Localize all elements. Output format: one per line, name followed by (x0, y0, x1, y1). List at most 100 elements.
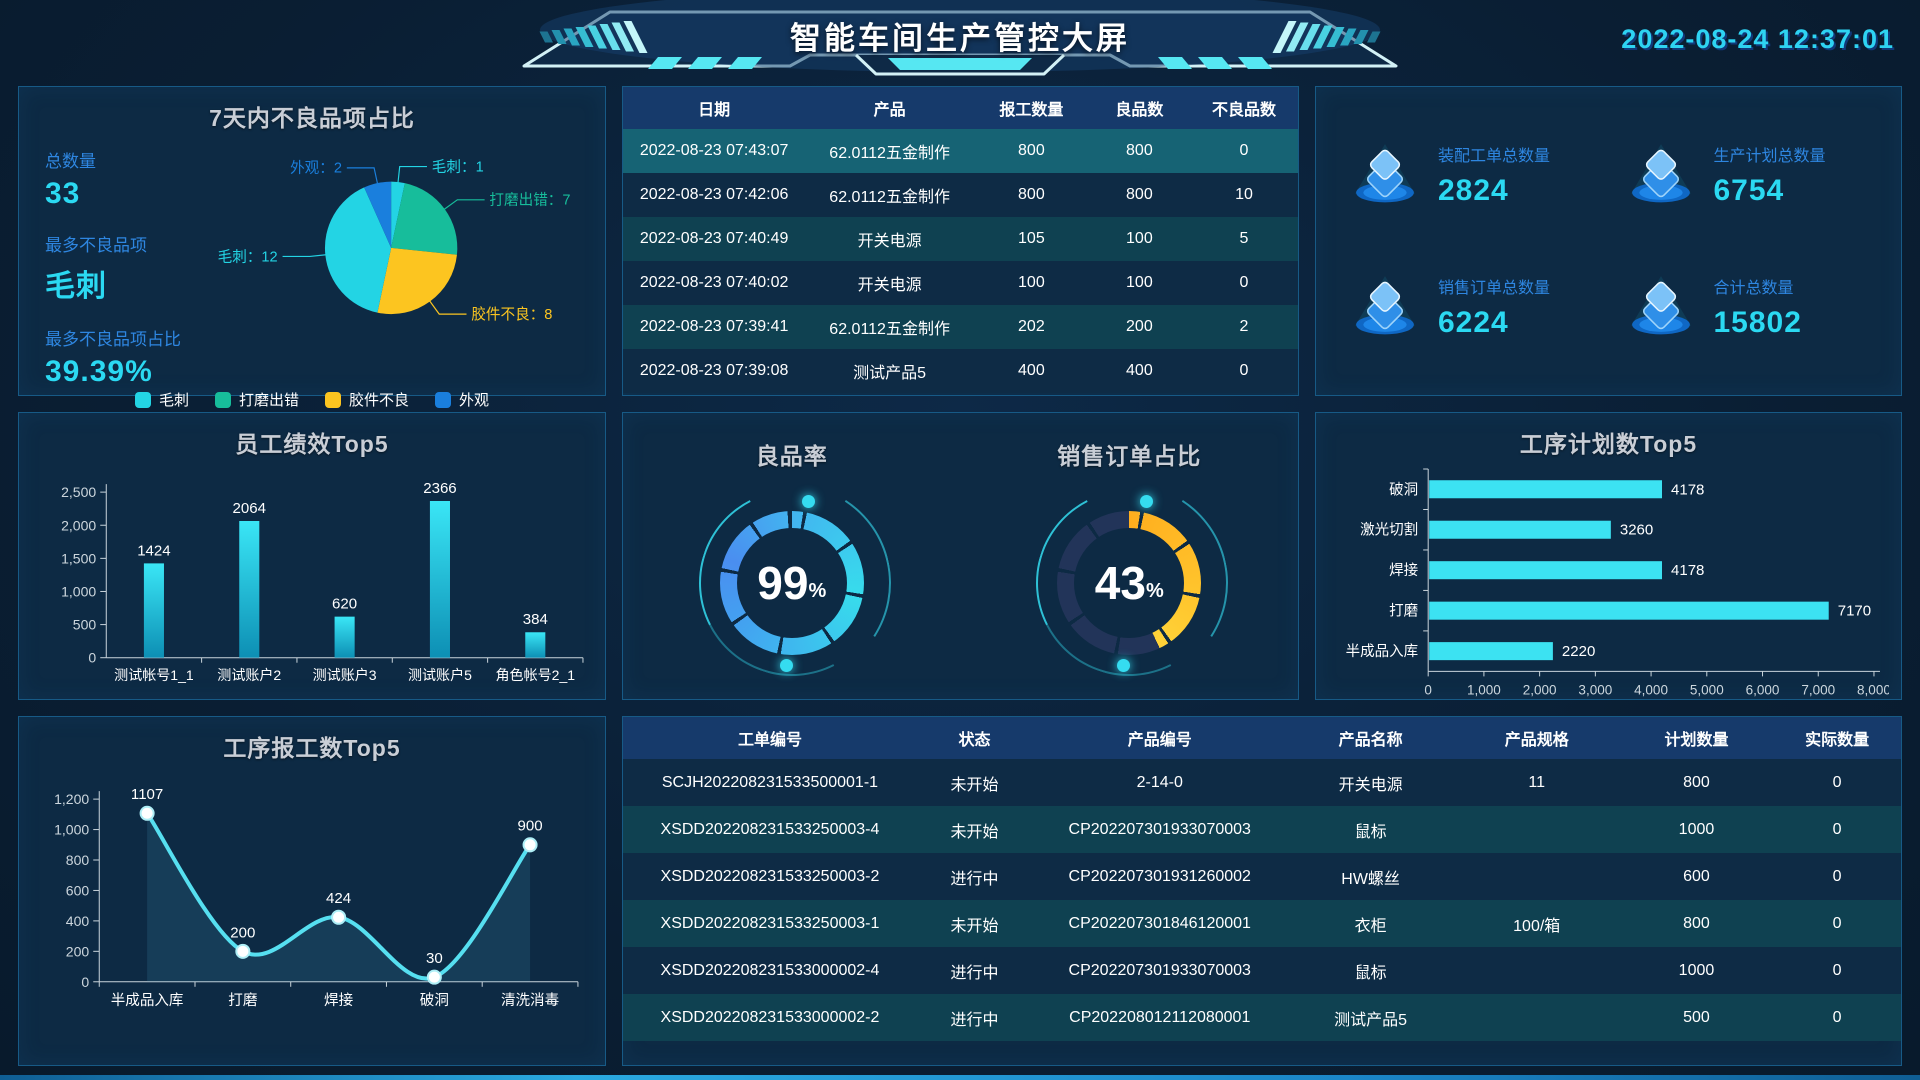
table-cell: 测试产品5 (805, 349, 974, 393)
table-row: 2022-08-23 07:42:06 62.0112五金制作 800 800 10 (623, 173, 1298, 217)
table-row: 2022-08-23 07:43:07 62.0112五金制作 800 800 0 (623, 129, 1298, 173)
svg-text:1,000: 1,000 (61, 583, 96, 599)
stat-card-text: 生产计划总数量 6754 (1714, 142, 1826, 208)
svg-text:测试帐号1_1: 测试帐号1_1 (114, 667, 194, 683)
data-point (522, 837, 538, 853)
gauge-column-sales: 销售订单占比 43% (1043, 413, 1215, 672)
stacked-layers-icon (1355, 143, 1415, 202)
svg-text:1,500: 1,500 (61, 550, 96, 566)
svg-text:半成品入库: 半成品入库 (111, 992, 184, 1009)
table-header-row: 日期 产品 报工数量 良品数 不良品数 (623, 87, 1298, 129)
svg-text:1,000: 1,000 (54, 822, 89, 838)
legend-swatch (435, 391, 452, 408)
table-cell: 未开始 (916, 759, 1032, 806)
panel-orders-table: 工单编号 状态 产品编号 产品名称 产品规格 计划数量 实际数量 SCJH2022082315… (622, 716, 1902, 1066)
bar (1429, 480, 1662, 499)
stat-label: 总数量 (45, 152, 96, 171)
table-cell: XSDD202208231533250003-2 (623, 853, 917, 900)
table-cell: 鼠标 (1287, 806, 1454, 853)
bar (1429, 561, 1662, 580)
panel-title: 工序计划数Top5 (1519, 431, 1698, 457)
table-cell: 2022-08-23 07:40:02 (623, 261, 806, 305)
svg-text:测试账户2: 测试账户2 (217, 667, 281, 683)
svg-text:测试账户3: 测试账户3 (313, 667, 377, 683)
stat-top-defect-ratio: 最多不良品项占比 39.39% (45, 325, 187, 389)
legend-swatch (214, 391, 231, 408)
svg-text:打磨: 打磨 (1389, 603, 1418, 620)
svg-text:半成品入库: 半成品入库 (1346, 643, 1419, 660)
column-header: 产品名称 (1287, 717, 1454, 759)
svg-text:破洞: 破洞 (420, 992, 449, 1009)
svg-text:1424: 1424 (137, 542, 170, 559)
pie-label-line (428, 299, 467, 315)
table-row: XSDD202208231533250003-2 进行中 CP20220730193… (623, 853, 1901, 900)
table-cell: 200 (1088, 305, 1190, 349)
legend-label: 毛刺 (158, 392, 189, 409)
report-line-chart: 0 200 400 600 800 1,000 1,200 1107 半成品入库 200 打磨 424… (54, 786, 579, 1009)
defect-stats: 总数量 33 最多不良品项 毛刺 最多不良品项占比 39.39% (19, 133, 187, 389)
stat-card-label: 销售订单总数量 (1438, 280, 1551, 297)
stat-value: 毛刺 (45, 270, 107, 303)
table-cell (1453, 853, 1620, 900)
table-cell: 2022-08-23 07:42:06 (623, 173, 806, 217)
legend-swatch (134, 391, 151, 408)
header-stripes-decoration (539, 21, 1381, 69)
gauge-column-yield: 良品率 99% (706, 413, 878, 672)
svg-text:3260: 3260 (1620, 522, 1653, 539)
stat-card-text: 装配工单总数量 2824 (1438, 142, 1550, 208)
legend-label: 打磨出错 (238, 392, 299, 409)
gauge-value: 99% (757, 557, 827, 609)
table-cell: 未开始 (916, 806, 1032, 853)
table-cell: 100 (1088, 217, 1190, 261)
stat-card-value: 6224 (1438, 306, 1509, 339)
table-cell: 62.0112五金制作 (805, 129, 974, 173)
table-cell: 开关电源 (1287, 759, 1454, 806)
orders-table: 工单编号 状态 产品编号 产品名称 产品规格 计划数量 实际数量 SCJH2022082315… (623, 717, 1901, 1041)
table-row: 2022-08-23 07:39:08 测试产品5 400 400 0 (623, 349, 1298, 393)
header-frame-decoration (522, 0, 1398, 76)
gauge-title: 良品率 (755, 443, 828, 469)
stat-card-text: 销售订单总数量 6224 (1438, 274, 1550, 340)
bar (429, 500, 450, 658)
table-cell (1453, 947, 1620, 994)
svg-text:1107: 1107 (131, 786, 163, 803)
svg-text:打磨: 打磨 (228, 992, 258, 1009)
table-cell: 2-14-0 (1031, 759, 1288, 806)
bar (334, 616, 355, 658)
stat-value: 33 (45, 177, 81, 210)
svg-text:8,000: 8,000 (1857, 682, 1889, 697)
gauge-dot (1139, 495, 1153, 508)
table-cell: 0 (1773, 853, 1901, 900)
gauge-dot (1117, 659, 1131, 672)
stat-card-icon (1346, 272, 1424, 343)
pie-legend: 毛刺 打磨出错 胶件不良 外观 (19, 389, 605, 410)
svg-text:焊接: 焊接 (1389, 562, 1418, 579)
data-point (426, 969, 442, 985)
table-cell: 1000 (1619, 947, 1774, 994)
table-cell (1453, 994, 1620, 1041)
gauge-value: 43% (1094, 557, 1164, 609)
table-cell: 0 (1190, 129, 1298, 173)
pie-slice-label: 打磨出错：7 (489, 192, 570, 209)
table-row: 2022-08-23 07:40:49 开关电源 105 100 5 (623, 217, 1298, 261)
svg-text:2366: 2366 (423, 480, 456, 497)
stacked-layers-icon (1355, 275, 1415, 334)
header: 智能车间生产管控大屏 2022-08-24 12:37:01 (0, 0, 1920, 78)
table-cell: CP202207301933070003 (1031, 947, 1288, 994)
defect-body: 总数量 33 最多不良品项 毛刺 最多不良品项占比 39.39% 毛刺：1 打磨出… (19, 133, 605, 389)
performance-bar-chart: 0 500 1,000 1,500 2,000 2,500 1424 测试帐号1_1 2064 测… (61, 480, 584, 683)
table-cell: 开关电源 (805, 261, 974, 305)
table-cell: 800 (1088, 129, 1190, 173)
svg-text:破洞: 破洞 (1389, 481, 1418, 498)
table-row: 2022-08-23 07:39:41 62.0112五金制作 202 200 2 (623, 305, 1298, 349)
stat-card-label: 合计总数量 (1713, 280, 1794, 297)
stat-top-defect: 最多不良品项 毛刺 (45, 231, 187, 305)
panel-title: 工序报工数Top5 (223, 735, 401, 761)
table-cell: 0 (1773, 806, 1901, 853)
stat-card-value: 2824 (1438, 174, 1509, 207)
table-cell: 0 (1773, 759, 1901, 806)
line-area-fill (147, 813, 531, 982)
table-header-row: 工单编号 状态 产品编号 产品名称 产品规格 计划数量 实际数量 (623, 717, 1901, 759)
data-point (331, 909, 347, 925)
column-header: 产品规格 (1453, 717, 1620, 759)
